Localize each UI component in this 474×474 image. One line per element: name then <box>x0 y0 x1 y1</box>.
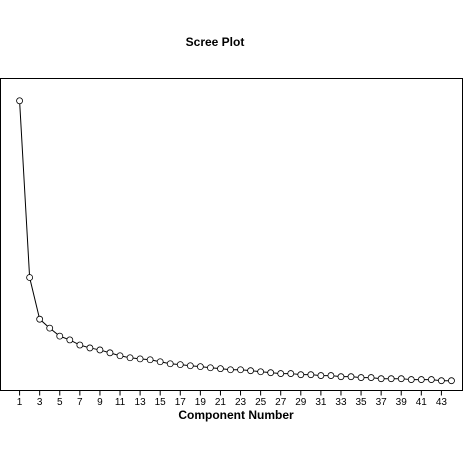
x-tick-label: 17 <box>175 397 187 408</box>
x-tick-label: 35 <box>355 397 367 408</box>
x-tick-label: 23 <box>235 397 247 408</box>
x-tick-label: 27 <box>275 397 287 408</box>
data-point <box>86 344 94 352</box>
x-tick-label: 37 <box>376 397 388 408</box>
x-tick-label: 25 <box>255 397 267 408</box>
x-tick-label: 3 <box>37 397 43 408</box>
data-point <box>36 315 44 323</box>
data-point <box>96 346 104 354</box>
data-point <box>186 362 194 370</box>
data-point <box>146 356 154 364</box>
x-tick-label: 19 <box>195 397 207 408</box>
data-point <box>136 355 144 363</box>
data-point <box>357 374 365 381</box>
data-point <box>66 336 74 344</box>
data-point <box>46 324 54 332</box>
x-tick-label: 11 <box>115 397 126 408</box>
data-point <box>106 349 114 357</box>
data-point <box>207 364 214 372</box>
data-point <box>307 371 315 379</box>
data-point <box>377 375 385 383</box>
x-tick-label: 29 <box>295 397 307 408</box>
x-tick-label: 5 <box>57 397 63 408</box>
data-point <box>217 365 224 373</box>
x-tick-label: 33 <box>335 397 347 408</box>
data-point <box>397 375 405 383</box>
x-tick-label: 13 <box>135 397 147 408</box>
x-tick-label: 39 <box>396 397 408 408</box>
x-tick-label: 1 <box>17 397 23 408</box>
data-point <box>227 366 234 374</box>
data-point <box>76 341 84 349</box>
x-tick-label: 31 <box>315 397 327 408</box>
data-point <box>448 377 455 385</box>
data-point <box>407 376 415 383</box>
data-point <box>237 366 244 374</box>
data-point <box>297 371 305 379</box>
data-point <box>196 363 204 371</box>
data-point <box>56 332 64 340</box>
data-point <box>176 361 184 369</box>
x-tick-label: 9 <box>97 397 103 408</box>
data-point <box>267 369 275 377</box>
data-point <box>427 376 435 383</box>
data-point <box>347 373 355 381</box>
data-point <box>387 375 395 383</box>
data-point <box>327 372 335 379</box>
data-point <box>417 376 425 383</box>
plot-frame <box>0 78 463 391</box>
data-line <box>19 100 452 382</box>
data-point <box>317 372 325 379</box>
chart-title: Scree Plot <box>186 35 245 49</box>
data-point <box>166 360 174 368</box>
data-point <box>287 370 295 377</box>
data-point <box>116 352 124 360</box>
data-point <box>247 367 254 375</box>
data-point <box>277 370 285 377</box>
data-point <box>257 368 265 376</box>
data-point <box>126 354 134 362</box>
data-point <box>16 97 23 105</box>
data-point <box>367 374 375 381</box>
x-tick-label: 21 <box>215 397 227 408</box>
data-point <box>26 274 34 281</box>
x-tick-label: 43 <box>436 397 448 408</box>
data-point <box>156 358 164 366</box>
data-point <box>337 373 345 381</box>
x-tick-label: 7 <box>77 397 83 408</box>
x-tick-label: 41 <box>416 397 428 408</box>
data-point <box>438 377 445 385</box>
x-tick-label: 15 <box>155 397 167 408</box>
x-axis-label: Component Number <box>178 408 294 422</box>
